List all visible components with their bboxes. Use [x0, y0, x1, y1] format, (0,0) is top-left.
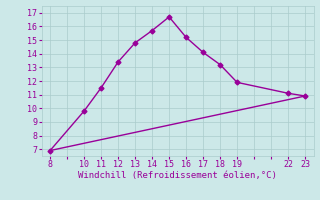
- X-axis label: Windchill (Refroidissement éolien,°C): Windchill (Refroidissement éolien,°C): [78, 171, 277, 180]
